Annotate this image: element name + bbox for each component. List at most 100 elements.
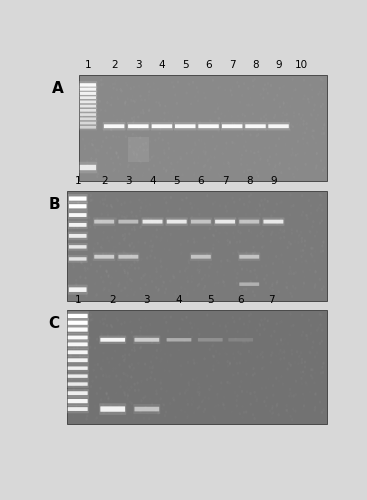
FancyBboxPatch shape: [133, 404, 160, 414]
FancyBboxPatch shape: [69, 288, 87, 292]
Text: 7: 7: [268, 295, 275, 305]
FancyBboxPatch shape: [190, 218, 212, 226]
FancyBboxPatch shape: [166, 218, 188, 226]
FancyBboxPatch shape: [133, 336, 160, 344]
FancyBboxPatch shape: [239, 255, 259, 258]
FancyBboxPatch shape: [67, 318, 89, 328]
FancyBboxPatch shape: [67, 380, 89, 388]
FancyBboxPatch shape: [68, 391, 88, 395]
FancyBboxPatch shape: [67, 325, 89, 334]
Text: C: C: [49, 316, 60, 332]
FancyBboxPatch shape: [175, 124, 196, 128]
FancyBboxPatch shape: [128, 124, 149, 128]
FancyBboxPatch shape: [80, 96, 96, 99]
FancyBboxPatch shape: [198, 338, 223, 342]
FancyBboxPatch shape: [80, 122, 96, 124]
Text: 2: 2: [111, 60, 117, 70]
FancyBboxPatch shape: [68, 374, 88, 378]
FancyBboxPatch shape: [80, 165, 96, 170]
FancyBboxPatch shape: [79, 99, 97, 105]
FancyBboxPatch shape: [79, 103, 97, 109]
FancyBboxPatch shape: [68, 407, 88, 411]
FancyBboxPatch shape: [68, 243, 88, 250]
Text: 9: 9: [270, 176, 277, 186]
Text: B: B: [49, 196, 60, 212]
FancyBboxPatch shape: [69, 245, 87, 248]
Text: 7: 7: [222, 176, 228, 186]
FancyBboxPatch shape: [79, 90, 97, 97]
FancyBboxPatch shape: [103, 122, 126, 130]
FancyBboxPatch shape: [198, 124, 219, 128]
FancyBboxPatch shape: [228, 338, 253, 342]
FancyBboxPatch shape: [93, 252, 115, 261]
Text: 6: 6: [197, 176, 204, 186]
FancyBboxPatch shape: [134, 407, 159, 412]
FancyBboxPatch shape: [68, 382, 88, 386]
FancyBboxPatch shape: [67, 356, 89, 364]
FancyBboxPatch shape: [152, 124, 172, 128]
FancyBboxPatch shape: [79, 120, 97, 126]
FancyBboxPatch shape: [94, 220, 114, 224]
Text: 4: 4: [176, 295, 182, 305]
Text: 8: 8: [246, 176, 252, 186]
FancyBboxPatch shape: [100, 338, 125, 342]
Text: 1: 1: [75, 176, 81, 186]
FancyBboxPatch shape: [67, 372, 89, 380]
FancyBboxPatch shape: [119, 220, 138, 224]
FancyBboxPatch shape: [99, 404, 126, 415]
Text: 6: 6: [237, 295, 244, 305]
FancyBboxPatch shape: [69, 204, 87, 208]
Text: 10: 10: [295, 60, 308, 70]
FancyBboxPatch shape: [68, 314, 88, 318]
FancyBboxPatch shape: [221, 122, 244, 130]
FancyBboxPatch shape: [67, 389, 89, 398]
FancyBboxPatch shape: [191, 255, 211, 258]
FancyBboxPatch shape: [117, 252, 139, 261]
FancyBboxPatch shape: [79, 162, 97, 173]
FancyBboxPatch shape: [167, 338, 191, 342]
FancyBboxPatch shape: [150, 122, 173, 130]
FancyBboxPatch shape: [190, 252, 212, 261]
FancyBboxPatch shape: [244, 122, 267, 130]
FancyBboxPatch shape: [67, 396, 89, 406]
FancyBboxPatch shape: [68, 328, 88, 332]
FancyBboxPatch shape: [191, 220, 211, 224]
FancyBboxPatch shape: [69, 196, 87, 200]
FancyBboxPatch shape: [167, 220, 187, 224]
FancyBboxPatch shape: [119, 255, 138, 258]
FancyBboxPatch shape: [79, 94, 97, 100]
FancyBboxPatch shape: [238, 252, 260, 261]
Bar: [67, 310, 327, 424]
Bar: [79, 76, 327, 182]
Text: 1: 1: [85, 60, 91, 70]
FancyBboxPatch shape: [68, 220, 88, 229]
FancyBboxPatch shape: [245, 124, 266, 128]
FancyBboxPatch shape: [68, 342, 88, 346]
Text: 7: 7: [229, 60, 236, 70]
FancyBboxPatch shape: [215, 220, 235, 224]
FancyBboxPatch shape: [99, 336, 126, 344]
FancyBboxPatch shape: [80, 92, 96, 95]
Text: 1: 1: [75, 295, 81, 305]
FancyBboxPatch shape: [80, 100, 96, 103]
FancyBboxPatch shape: [94, 255, 114, 258]
Bar: [128, 137, 149, 162]
FancyBboxPatch shape: [264, 220, 283, 224]
FancyBboxPatch shape: [68, 399, 88, 403]
Text: 3: 3: [125, 176, 132, 186]
FancyBboxPatch shape: [80, 126, 96, 128]
Text: 3: 3: [135, 60, 142, 70]
FancyBboxPatch shape: [80, 109, 96, 112]
FancyBboxPatch shape: [268, 124, 289, 128]
FancyBboxPatch shape: [67, 312, 89, 320]
FancyBboxPatch shape: [262, 218, 284, 226]
FancyBboxPatch shape: [80, 118, 96, 120]
FancyBboxPatch shape: [68, 320, 88, 325]
FancyBboxPatch shape: [68, 336, 88, 340]
FancyBboxPatch shape: [79, 124, 97, 130]
FancyBboxPatch shape: [79, 86, 97, 92]
Text: 5: 5: [182, 60, 189, 70]
FancyBboxPatch shape: [93, 218, 115, 226]
FancyBboxPatch shape: [267, 122, 290, 130]
Text: 9: 9: [275, 60, 282, 70]
